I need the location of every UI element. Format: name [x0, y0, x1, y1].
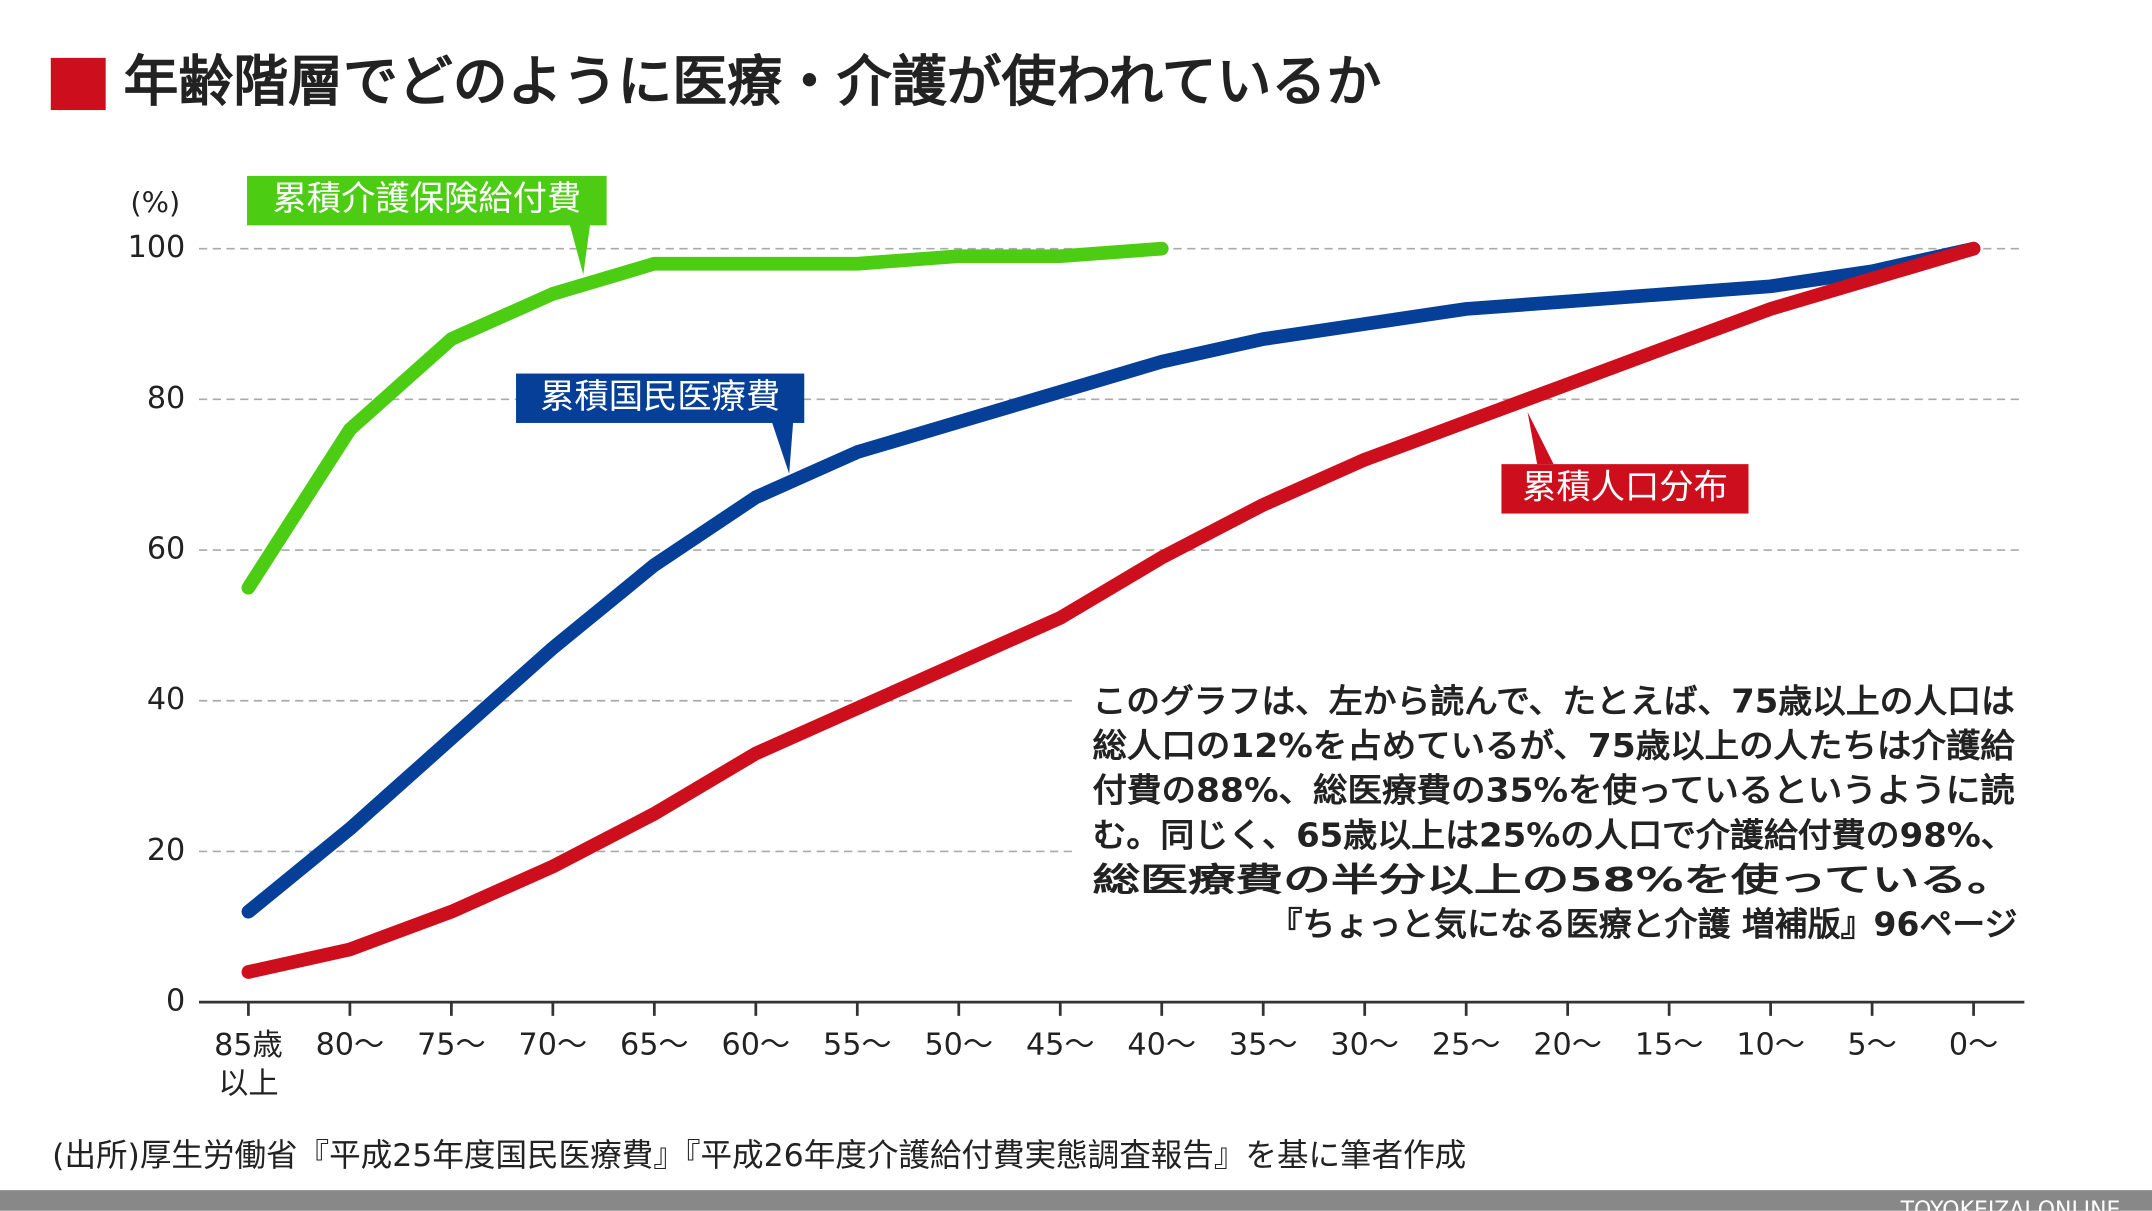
- y-tick-label: 100: [128, 230, 186, 265]
- x-tick-label: 35〜: [1229, 1028, 1298, 1063]
- legend-label: 累積国民医療費: [540, 377, 780, 417]
- callout-box: [247, 175, 607, 226]
- x-tick-label: 20〜: [1533, 1028, 1602, 1063]
- x-tick-label: 80〜: [316, 1028, 385, 1063]
- x-tick-label: 75〜: [417, 1028, 486, 1063]
- x-tick-label: 70〜: [519, 1028, 588, 1063]
- chart-title: 年齢階層でどのように医療・介護が使われているか: [124, 49, 1382, 113]
- annotation-line: このグラフは、左から読んで、たとえば、75歳以上の人口は: [1092, 681, 2014, 720]
- annotation-line: 付費の88%、総医療費の35%を使っているというように読: [1092, 771, 2014, 810]
- footer: TOYOKEIZAI ONLINE: [1900, 1198, 2121, 1211]
- series-line: [241, 241, 1981, 979]
- footer-bar: [0, 1190, 2152, 1211]
- x-tick-label: 55〜: [823, 1028, 892, 1063]
- x-tick-label: 0〜: [1949, 1028, 1998, 1063]
- x-tick-label: 65〜: [620, 1028, 689, 1063]
- legend-label: 累積人口分布: [1522, 467, 1728, 507]
- x-tick-label: 60〜: [722, 1028, 791, 1063]
- callout-box: [1501, 464, 1749, 514]
- y-tick-label: 0: [166, 984, 185, 1019]
- x-tick-label-line: 以上: [218, 1066, 278, 1101]
- annotation-line: 総人口の12%を占めているが、75歳以上の人たちは介護給: [1092, 726, 2015, 765]
- title-marker: [50, 57, 106, 111]
- y-unit: (%): [130, 186, 180, 220]
- y-tick-label: 80: [147, 381, 185, 416]
- callout-pointer: [771, 420, 794, 474]
- annotation-line: む。同じく、65歳以上は25%の人口で介護給付費の98%、: [1092, 815, 2014, 854]
- x-tick-label: 25〜: [1432, 1028, 1501, 1063]
- y-tick-label: 40: [147, 682, 185, 717]
- x-tick-label: 30〜: [1330, 1028, 1399, 1063]
- x-tick-label: 50〜: [924, 1028, 993, 1063]
- x-tick-label: 40〜: [1127, 1028, 1196, 1063]
- source: (出所)厚生労働省『平成25年度国民医療費』『平成26年度介護給付費実態調査報告…: [52, 1138, 1466, 1174]
- annotation-line: 『ちょっと気になる医療と介護 増補版』96ページ: [1270, 904, 2018, 943]
- series-line: [241, 241, 1981, 919]
- annotation-bg: [1073, 675, 2034, 950]
- x-tick-label-line: 85歳: [214, 1028, 283, 1063]
- series-line: [241, 241, 1169, 595]
- x-tick-label: 45〜: [1026, 1028, 1095, 1063]
- legend-label: 累積介護保険給付費: [272, 179, 581, 219]
- y-tick-label: 20: [147, 833, 185, 868]
- annotation-line: 総医療費の半分以上の58%を使っている。: [1092, 860, 2014, 899]
- callout-box: [516, 373, 805, 423]
- x-tick-label: 10〜: [1736, 1028, 1805, 1063]
- x-tick-label: 15〜: [1635, 1028, 1704, 1063]
- y-tick-label: 60: [147, 532, 185, 567]
- callout-pointer: [1527, 411, 1554, 465]
- x-tick-label: 5〜: [1847, 1028, 1896, 1063]
- x-tick-label: 85歳以上: [214, 1028, 283, 1101]
